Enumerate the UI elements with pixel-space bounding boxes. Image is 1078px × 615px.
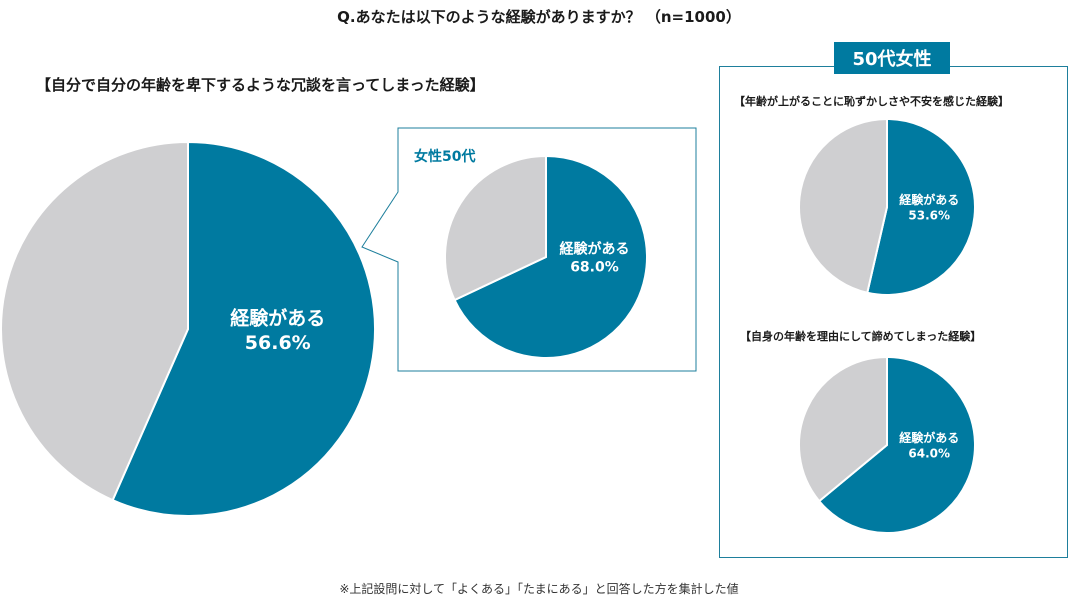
pie-label-category: 経験がある [559, 241, 629, 258]
pie-slice-other [798, 355, 888, 503]
sub-chart-heading-anxiety: 【年齢が上がることに恥ずかしさや不安を感じた経験】 [734, 95, 1009, 108]
main-chart-heading: 【自分で自分の年齢を卑下するような冗談を言ってしまった経験】 [36, 76, 485, 94]
pie-slice-experienced [453, 154, 648, 359]
pie-label-category: 経験がある [230, 306, 325, 329]
pie-label-value: 68.0% [570, 260, 619, 276]
pie-label-value: 53.6% [908, 209, 950, 223]
pie-label-value: 56.6% [245, 332, 311, 354]
pie-label-category: 経験がある [899, 192, 959, 207]
pie-slice-other [798, 117, 888, 294]
pie-slice-experienced [817, 355, 976, 534]
footnote: ※上記設問に対して「よくある」「たまにある」と回答した方を集計した値 [339, 582, 739, 596]
panel-badge: 50代女性 [834, 42, 950, 74]
pie-slice-other [0, 140, 189, 502]
pie-slice-other [444, 154, 547, 302]
callout-title: 女性50代 [414, 149, 476, 165]
pie-label-value: 64.0% [908, 447, 950, 461]
pie-slice-experienced [111, 140, 376, 517]
pie-label-category: 経験がある [899, 430, 959, 445]
sub-chart-heading-giveup: 【自身の年齢を理由にして諦めてしまった経験】 [740, 330, 982, 343]
pie-slice-experienced [866, 117, 976, 296]
question-title: Q.あなたは以下のような経験がありますか？ （n=1000） [337, 8, 741, 26]
